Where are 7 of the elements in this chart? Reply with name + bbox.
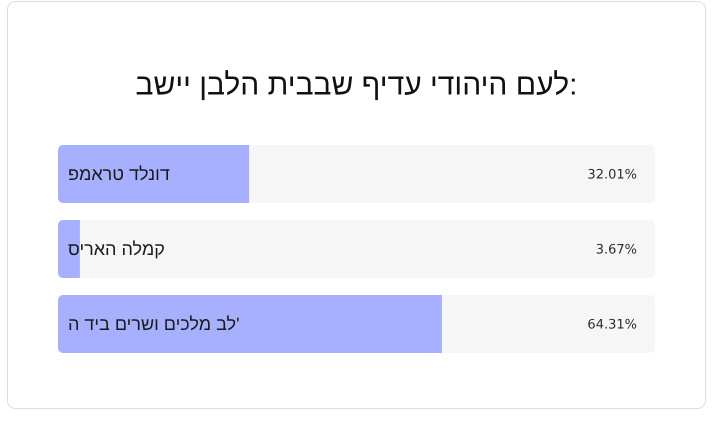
y-tick-label: דונלד טראמפ (68, 164, 170, 184)
y-tick-label: לב מלכים ושרים ביד ה' (68, 314, 240, 334)
y-tick-label: קמלה האריס (68, 238, 165, 259)
data-label: 32.01% (587, 167, 637, 182)
data-label: 64.31% (587, 317, 637, 332)
data-label: 3.67% (596, 242, 637, 258)
chart-title: לעם היהודי עדיף שבבית הלבן יישב: (135, 68, 578, 102)
